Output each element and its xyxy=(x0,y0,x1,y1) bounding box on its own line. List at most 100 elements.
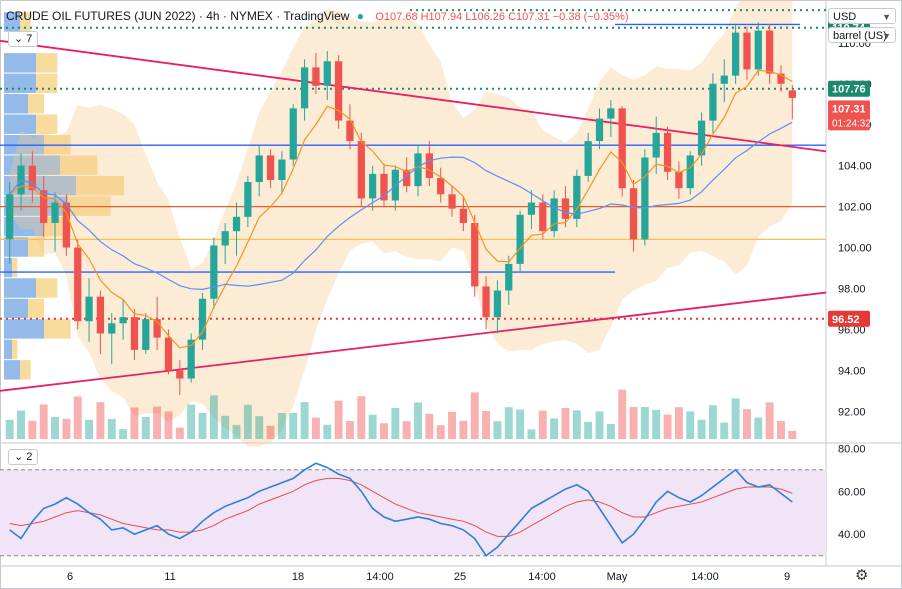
price-tick-label: 92.00 xyxy=(838,406,866,418)
volume-bar xyxy=(5,419,14,439)
candle xyxy=(130,308,139,361)
volume-bar xyxy=(232,424,241,439)
candle xyxy=(709,73,717,133)
candle-body xyxy=(130,317,139,350)
candle-body xyxy=(187,339,195,379)
candle xyxy=(459,196,468,232)
candle xyxy=(527,190,536,230)
candle-body xyxy=(459,208,468,223)
profile-bar-yellow xyxy=(12,339,18,360)
candle-body xyxy=(300,67,309,109)
candle xyxy=(164,329,173,375)
volume-bar xyxy=(708,405,717,439)
volume-bar xyxy=(436,425,445,439)
volume-bar xyxy=(572,410,581,439)
candle xyxy=(278,151,286,195)
candle-body xyxy=(607,108,615,119)
candle-body xyxy=(788,90,796,98)
candle-body xyxy=(266,155,275,180)
candle-body xyxy=(51,202,59,223)
rsi-band-fill xyxy=(0,469,826,556)
candle-body xyxy=(686,155,694,189)
candle-body xyxy=(96,296,105,334)
profile-bar-blue xyxy=(4,237,28,257)
price-tick-label: 102.00 xyxy=(838,202,872,214)
volume-bar xyxy=(391,408,400,439)
candle xyxy=(108,313,116,365)
candle xyxy=(493,280,502,334)
profile-bar-yellow xyxy=(28,298,44,319)
candle xyxy=(334,55,343,129)
profile-bar-yellow xyxy=(20,12,31,32)
currency-select[interactable]: USD ▼ xyxy=(828,8,896,24)
volume-bar xyxy=(652,409,661,439)
currency-value: USD xyxy=(833,11,857,23)
volume-bar xyxy=(107,419,116,439)
time-tick-label: 14:00 xyxy=(528,571,556,583)
profile-bar-yellow xyxy=(44,319,71,339)
volume-bar xyxy=(686,411,695,439)
candle xyxy=(777,65,785,92)
sub-indicators-toggle[interactable]: ⌄ 2 xyxy=(8,449,39,465)
gear-icon[interactable]: ⚙ xyxy=(855,567,869,584)
candle-body xyxy=(210,245,218,299)
candle-body xyxy=(346,120,354,142)
candle xyxy=(346,104,354,150)
candle xyxy=(425,141,433,187)
profile-bar-blue xyxy=(4,298,28,319)
candle-body xyxy=(357,141,365,199)
volume-bar xyxy=(96,402,105,439)
profile-bar-blue xyxy=(4,114,36,134)
candle-body xyxy=(584,141,592,176)
volume-bar xyxy=(345,421,354,439)
candle xyxy=(754,22,762,76)
profile-bar-yellow xyxy=(36,114,58,134)
volume-bar xyxy=(17,410,25,439)
price-tick-label: 94.00 xyxy=(838,365,866,377)
candle xyxy=(573,169,581,228)
candle-body xyxy=(516,214,524,264)
volume-bar xyxy=(255,416,264,439)
volume-bar xyxy=(640,407,649,439)
price-tick-label: 98.00 xyxy=(838,283,866,295)
volume-bar xyxy=(754,417,763,439)
volume-bar xyxy=(618,389,627,439)
candle-body xyxy=(176,370,184,379)
candle xyxy=(96,290,105,354)
volume-bar xyxy=(561,408,570,439)
rsi-tick-label: 40.00 xyxy=(838,529,866,541)
volume-bar xyxy=(119,429,128,439)
candle-body xyxy=(539,202,547,232)
profile-bar-yellow xyxy=(36,278,58,298)
main-indicators-toggle[interactable]: ⌄ 7 xyxy=(8,31,39,47)
sub-indicator-count: 2 xyxy=(26,451,33,463)
volume-bar xyxy=(85,419,94,439)
volume-bar xyxy=(62,418,71,439)
candle-body xyxy=(334,61,343,121)
rsi-line xyxy=(9,462,793,557)
candle xyxy=(300,59,309,121)
candle-body xyxy=(244,182,252,217)
falling-trendline xyxy=(0,39,827,153)
candle-body xyxy=(663,132,672,172)
candles xyxy=(6,22,796,395)
volume-bar xyxy=(73,396,82,439)
volume-bar xyxy=(584,421,593,439)
time-tick-label: 6 xyxy=(67,571,73,583)
level-price-tag: 107.76 xyxy=(832,84,866,96)
candle xyxy=(595,108,604,150)
volume-bars xyxy=(5,389,797,439)
unit-select[interactable]: barrel (US) ▼ xyxy=(828,27,896,43)
candle xyxy=(607,100,615,138)
candle xyxy=(85,278,93,342)
profile-bar-blue xyxy=(4,360,20,380)
candle-body xyxy=(142,319,150,350)
candle-body xyxy=(641,157,649,240)
profile-bar-yellow xyxy=(28,237,44,257)
candle-body xyxy=(323,61,331,86)
candle-body xyxy=(221,231,229,246)
candle-body xyxy=(675,171,683,189)
candle xyxy=(312,53,320,95)
profile-bar-blue xyxy=(4,319,44,339)
